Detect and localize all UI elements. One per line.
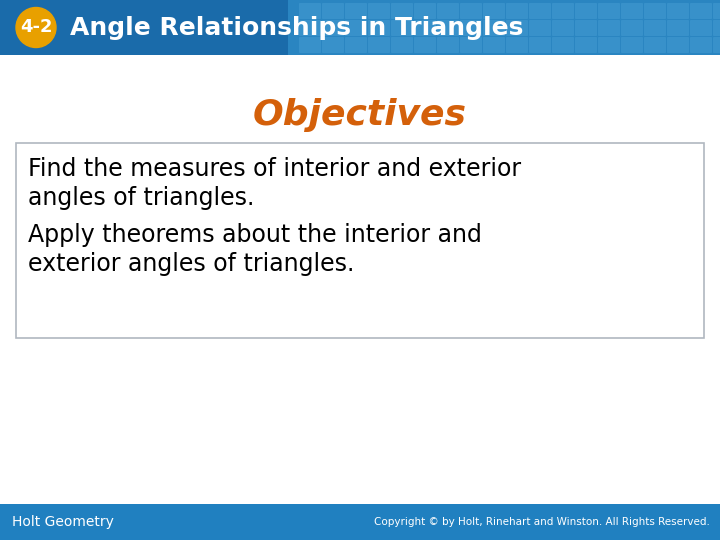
- Bar: [0, 504, 720, 540]
- Text: Find the measures of interior and exterior: Find the measures of interior and exteri…: [28, 157, 521, 181]
- FancyBboxPatch shape: [506, 3, 528, 19]
- FancyBboxPatch shape: [644, 37, 666, 53]
- FancyBboxPatch shape: [345, 37, 367, 53]
- FancyBboxPatch shape: [713, 3, 720, 19]
- FancyBboxPatch shape: [667, 3, 689, 19]
- FancyBboxPatch shape: [391, 3, 413, 19]
- FancyBboxPatch shape: [575, 37, 597, 53]
- FancyBboxPatch shape: [368, 20, 390, 36]
- Text: Objectives: Objectives: [253, 98, 467, 132]
- Text: exterior angles of triangles.: exterior angles of triangles.: [28, 252, 354, 276]
- FancyBboxPatch shape: [460, 20, 482, 36]
- Text: 4-2: 4-2: [19, 18, 53, 37]
- FancyBboxPatch shape: [483, 3, 505, 19]
- FancyBboxPatch shape: [575, 3, 597, 19]
- FancyBboxPatch shape: [299, 37, 321, 53]
- FancyBboxPatch shape: [690, 37, 712, 53]
- FancyBboxPatch shape: [483, 20, 505, 36]
- FancyBboxPatch shape: [437, 3, 459, 19]
- FancyBboxPatch shape: [414, 37, 436, 53]
- FancyBboxPatch shape: [460, 37, 482, 53]
- FancyBboxPatch shape: [437, 37, 459, 53]
- FancyBboxPatch shape: [644, 3, 666, 19]
- FancyBboxPatch shape: [299, 3, 321, 19]
- FancyBboxPatch shape: [690, 20, 712, 36]
- Bar: [0, 55, 720, 504]
- FancyBboxPatch shape: [621, 20, 643, 36]
- FancyBboxPatch shape: [552, 37, 574, 53]
- FancyBboxPatch shape: [391, 20, 413, 36]
- FancyBboxPatch shape: [529, 3, 551, 19]
- Text: Copyright © by Holt, Rinehart and Winston. All Rights Reserved.: Copyright © by Holt, Rinehart and Winsto…: [374, 517, 710, 527]
- FancyBboxPatch shape: [529, 20, 551, 36]
- FancyBboxPatch shape: [414, 20, 436, 36]
- FancyBboxPatch shape: [552, 3, 574, 19]
- FancyBboxPatch shape: [368, 3, 390, 19]
- FancyBboxPatch shape: [391, 37, 413, 53]
- FancyBboxPatch shape: [667, 20, 689, 36]
- FancyBboxPatch shape: [644, 20, 666, 36]
- Bar: [288, 0, 720, 55]
- Text: Apply theorems about the interior and: Apply theorems about the interior and: [28, 223, 482, 247]
- FancyBboxPatch shape: [690, 3, 712, 19]
- FancyBboxPatch shape: [345, 3, 367, 19]
- FancyBboxPatch shape: [621, 37, 643, 53]
- FancyBboxPatch shape: [506, 37, 528, 53]
- Text: angles of triangles.: angles of triangles.: [28, 186, 254, 210]
- Circle shape: [16, 8, 56, 48]
- FancyBboxPatch shape: [552, 20, 574, 36]
- FancyBboxPatch shape: [483, 37, 505, 53]
- FancyBboxPatch shape: [575, 20, 597, 36]
- FancyBboxPatch shape: [16, 143, 704, 338]
- FancyBboxPatch shape: [299, 20, 321, 36]
- FancyBboxPatch shape: [414, 3, 436, 19]
- FancyBboxPatch shape: [713, 37, 720, 53]
- Text: Angle Relationships in Triangles: Angle Relationships in Triangles: [70, 16, 523, 39]
- FancyBboxPatch shape: [460, 3, 482, 19]
- FancyBboxPatch shape: [529, 37, 551, 53]
- FancyBboxPatch shape: [322, 37, 344, 53]
- FancyBboxPatch shape: [598, 3, 620, 19]
- FancyBboxPatch shape: [598, 20, 620, 36]
- FancyBboxPatch shape: [368, 37, 390, 53]
- FancyBboxPatch shape: [621, 3, 643, 19]
- FancyBboxPatch shape: [322, 3, 344, 19]
- FancyBboxPatch shape: [437, 20, 459, 36]
- FancyBboxPatch shape: [713, 20, 720, 36]
- Text: Holt Geometry: Holt Geometry: [12, 515, 114, 529]
- FancyBboxPatch shape: [506, 20, 528, 36]
- FancyBboxPatch shape: [345, 20, 367, 36]
- FancyBboxPatch shape: [667, 37, 689, 53]
- Bar: [0, 0, 720, 55]
- FancyBboxPatch shape: [322, 20, 344, 36]
- FancyBboxPatch shape: [598, 37, 620, 53]
